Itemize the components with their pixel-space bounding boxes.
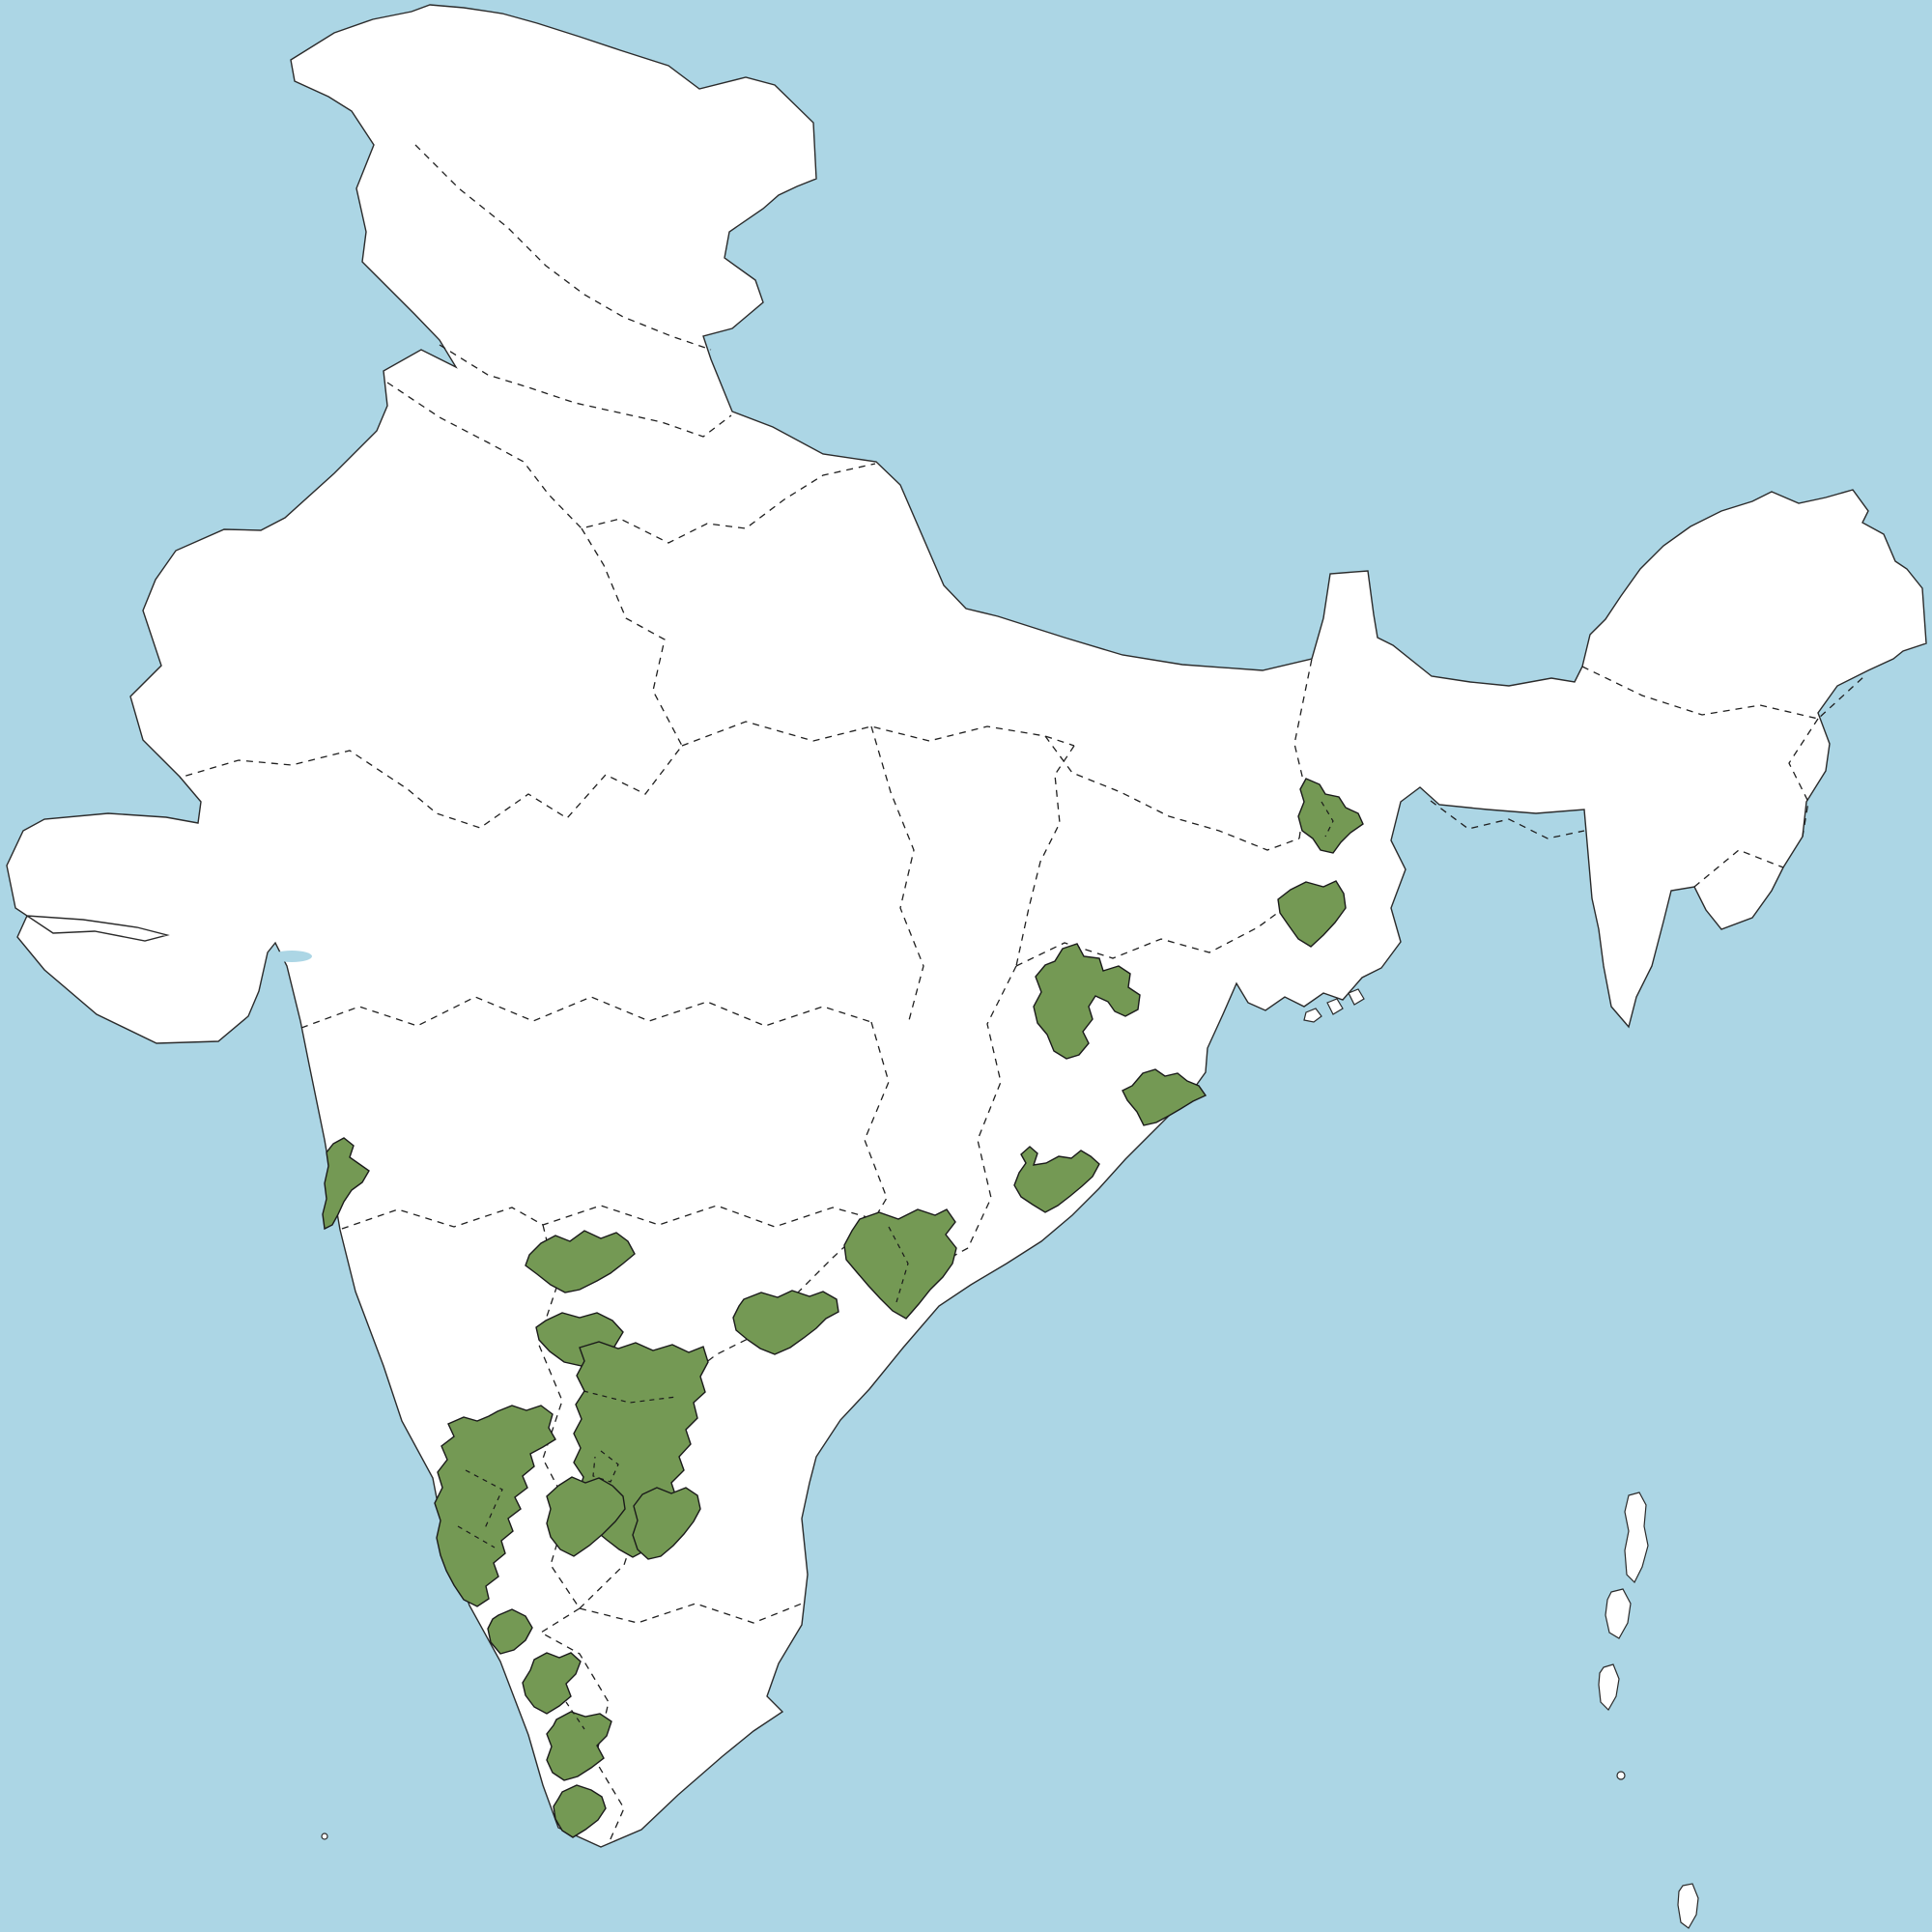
highlighted-district-south-patch-6 xyxy=(632,1487,701,1560)
state-border-line xyxy=(681,721,1075,747)
state-border-line xyxy=(179,527,683,829)
state-border-line xyxy=(1581,666,1865,720)
state-border-line xyxy=(1293,658,1313,839)
inland-lake xyxy=(271,951,312,962)
state-border-line xyxy=(864,1021,890,1220)
highlighted-district-coast-patch-3 xyxy=(843,1208,957,1320)
highlighted-district-southwest-coast-3 xyxy=(546,1711,612,1781)
island xyxy=(1677,1883,1699,1929)
state-border-line xyxy=(967,965,1017,1249)
state-border-line xyxy=(1015,745,1075,967)
inland-water-group xyxy=(271,951,312,962)
district-dividers-group xyxy=(457,801,1334,1730)
highlighted-district-east-patch-1 xyxy=(1297,778,1364,854)
island xyxy=(1624,1492,1649,1584)
state-border-line xyxy=(341,1205,875,1230)
highlighted-district-east-patch-3 xyxy=(1033,943,1141,1060)
state-border-line xyxy=(1788,718,1819,838)
highlighted-district-west-coast-patch xyxy=(322,1137,370,1231)
small-island-dot xyxy=(1616,1771,1626,1780)
island xyxy=(1326,998,1344,1015)
highlighted-district-south-patch-2 xyxy=(525,1230,636,1293)
highlighted-district-coast-patch-1 xyxy=(1122,1068,1208,1126)
district-divider-line xyxy=(457,1525,496,1548)
island xyxy=(1348,988,1365,1006)
district-divider-line xyxy=(582,1390,677,1404)
india-landmass-outline xyxy=(6,4,1927,1848)
island xyxy=(1605,1588,1632,1639)
district-divider-line xyxy=(1321,801,1334,838)
highlighted-district-south-patch-1 xyxy=(732,1290,839,1355)
state-border-line xyxy=(579,1603,803,1624)
state-border-line xyxy=(300,996,872,1029)
district-divider-line xyxy=(888,1226,909,1303)
highlighted-district-east-patch-2 xyxy=(1277,880,1347,948)
state-border-line xyxy=(1044,735,1300,851)
islands-group xyxy=(321,988,1699,1929)
highlighted-districts-group xyxy=(322,778,1364,1838)
state-border-line xyxy=(537,1224,581,1609)
highlighted-district-southwest-coast-2 xyxy=(522,1652,582,1715)
highlighted-district-southwest-coast-4 xyxy=(553,1784,607,1838)
highlighted-district-southwest-coast-1 xyxy=(487,1608,533,1655)
state-border-line xyxy=(1693,849,1784,888)
district-divider-line xyxy=(592,1450,619,1483)
state-border-line xyxy=(414,144,712,351)
district-divider-line xyxy=(465,1469,503,1529)
island xyxy=(1598,1663,1620,1711)
small-island-dot xyxy=(321,1833,328,1840)
island xyxy=(1303,1008,1322,1023)
state-border-line xyxy=(1015,911,1280,967)
state-border-line xyxy=(1430,800,1585,839)
state-border-line xyxy=(439,344,732,438)
highlighted-district-coast-patch-2 xyxy=(1013,1146,1100,1213)
state-border-line xyxy=(386,382,876,544)
highlighted-district-south-patch-5 xyxy=(546,1476,626,1557)
